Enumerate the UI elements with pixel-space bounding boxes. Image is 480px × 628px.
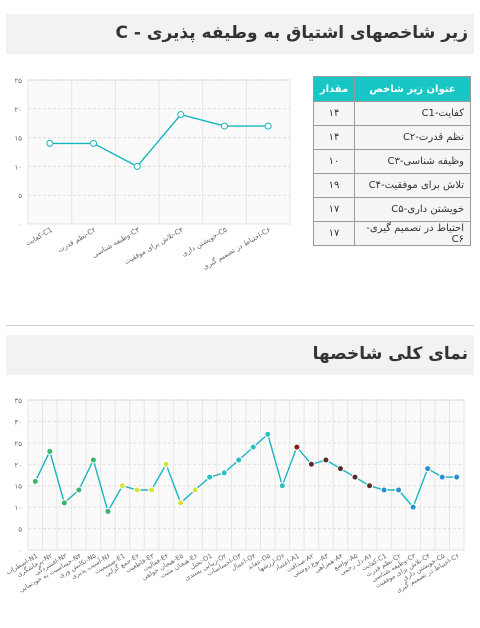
row-value: ۱۷ [313, 197, 355, 222]
overview-chart-data-point [264, 430, 272, 438]
overview-chart-data-point [46, 447, 54, 455]
overview-chart-y-tick-label: ۳۰ [14, 418, 22, 426]
subindicator-chart-y-tick-label: ۰ [18, 221, 22, 229]
subindicator-chart-data-point [133, 162, 141, 170]
overview-chart-data-point [235, 456, 243, 464]
overview-chart-y-tick-label: ۱۵ [14, 483, 22, 491]
subindicator-chart-y-tick-label: ۲۵ [14, 77, 22, 85]
table-row: تلاش برای موفقیت-C۴ ۱۹ [313, 173, 471, 198]
overview-chart-y-tick-label: ۳۵ [14, 397, 22, 405]
subindicator-chart-y-tick-label: ۲۰ [14, 106, 22, 114]
subindicator-chart-data-point [264, 122, 272, 130]
overview-chart-data-point [220, 469, 228, 477]
row-name: وظیفه شناسی-C۳ [354, 149, 471, 174]
subindicator-chart-data-point [90, 139, 97, 147]
table-row: خویشتن داری-C۵ ۱۷ [313, 197, 471, 222]
overview-chart-data-point [409, 503, 417, 511]
table-row: نظم قدرت-C۲ ۱۴ [313, 125, 471, 150]
row-value: ۱۷ [313, 221, 355, 246]
overview-chart-y-tick-label: ۲۰ [14, 461, 22, 469]
table-row: کفایت-C1 ۱۴ [313, 101, 471, 126]
overview-chart-data-point [380, 486, 388, 494]
overview-chart-data-point [453, 473, 461, 481]
subindicator-chart-y-tick-label: ۵ [18, 192, 22, 200]
overview-chart-data-point [191, 486, 199, 494]
overview-chart-data-point [162, 460, 170, 468]
overview-chart-y-tick-label: ۱۰ [14, 504, 22, 512]
table-row: وظیفه شناسی-C۳ ۱۰ [313, 149, 471, 174]
subindicator-chart-data-point [221, 122, 228, 130]
section-header-subindicators: زیر شاخصهای اشتیاق به وطیفه پذیری - C [6, 14, 474, 54]
overview-chart-data-point [177, 499, 185, 507]
section-title: نمای کلی شاخصها [312, 344, 468, 364]
row-name: خویشتن داری-C۵ [354, 197, 471, 222]
overview-chart-data-point [322, 456, 330, 464]
overview-chart-data-point [133, 486, 141, 494]
overview-chart-data-point [395, 486, 403, 494]
row-value: ۱۴ [313, 125, 355, 150]
overview-chart-data-point [307, 460, 315, 468]
overview-chart-data-point [424, 465, 432, 473]
row-value: ۱۴ [313, 101, 355, 126]
overview-chart-data-point [366, 482, 374, 490]
subindicator-chart-x-tick-label: کفایت-C1 [24, 226, 54, 248]
row-name: تلاش برای موفقیت-C۴ [354, 173, 471, 198]
overview-chart-data-point [148, 486, 156, 494]
column-header-name: عنوان زیر شاخص [354, 76, 471, 102]
overview-chart-data-point [118, 482, 126, 490]
overview-chart-data-point [351, 473, 359, 481]
section-title: زیر شاخصهای اشتیاق به وطیفه پذیری - C [115, 23, 468, 43]
subindicator-chart-series-line [49, 113, 269, 168]
overview-chart-data-point [293, 443, 301, 451]
row-value: ۱۰ [313, 149, 355, 174]
overview-chart-y-tick-label: ۰ [18, 547, 22, 555]
overview-chart-data-point [336, 465, 344, 473]
overview-chart-data-point [278, 482, 286, 490]
row-value: ۱۹ [313, 173, 355, 198]
section-divider [6, 325, 474, 326]
subindicator-chart-y-tick-label: ۱۵ [14, 135, 22, 143]
overview-chart-data-point [60, 499, 68, 507]
overview-chart-data-point [206, 473, 214, 481]
row-name: نظم قدرت-C۲ [354, 125, 471, 150]
overview-chart-data-point [249, 443, 257, 451]
overview-line-chart: ۰۵۱۰۱۵۲۰۲۵۳۰۳۵اضطراب-N1پرخاشگری-N۲افسردگ… [6, 397, 465, 595]
overview-chart-data-point [438, 473, 446, 481]
subindicator-chart-y-tick-label: ۱۰ [14, 163, 22, 171]
overview-chart-data-point [31, 477, 39, 485]
subindicator-chart-data-point [177, 111, 185, 119]
overview-chart-data-point [75, 486, 83, 494]
overview-chart-data-point [89, 456, 97, 464]
subindicator-chart-data-point [46, 139, 54, 147]
subindicator-table: عنوان زیر شاخص مقدار کفایت-C1 ۱۴ نظم قدرت… [313, 76, 471, 246]
row-name: احتیاط در تصمیم گیری-C۶ [354, 221, 471, 246]
row-name: کفایت-C1 [354, 101, 471, 126]
table-header-row: عنوان زیر شاخص مقدار [313, 76, 471, 102]
overview-chart-y-tick-label: ۲۵ [14, 440, 22, 448]
subindicator-chart-x-tick-label: احتیاط در تصمیم گیری-C۶ [201, 225, 272, 271]
column-header-value: مقدار [313, 76, 355, 102]
subindicator-chart-x-tick-label: نظم قدرت-C۲ [56, 226, 97, 254]
overview-chart-data-point [104, 507, 112, 515]
overview-chart-y-tick-label: ۵ [18, 526, 22, 534]
table-row: احتیاط در تصمیم گیری-C۶ ۱۷ [313, 221, 471, 246]
section-header-overview: نمای کلی شاخصها [6, 335, 474, 375]
